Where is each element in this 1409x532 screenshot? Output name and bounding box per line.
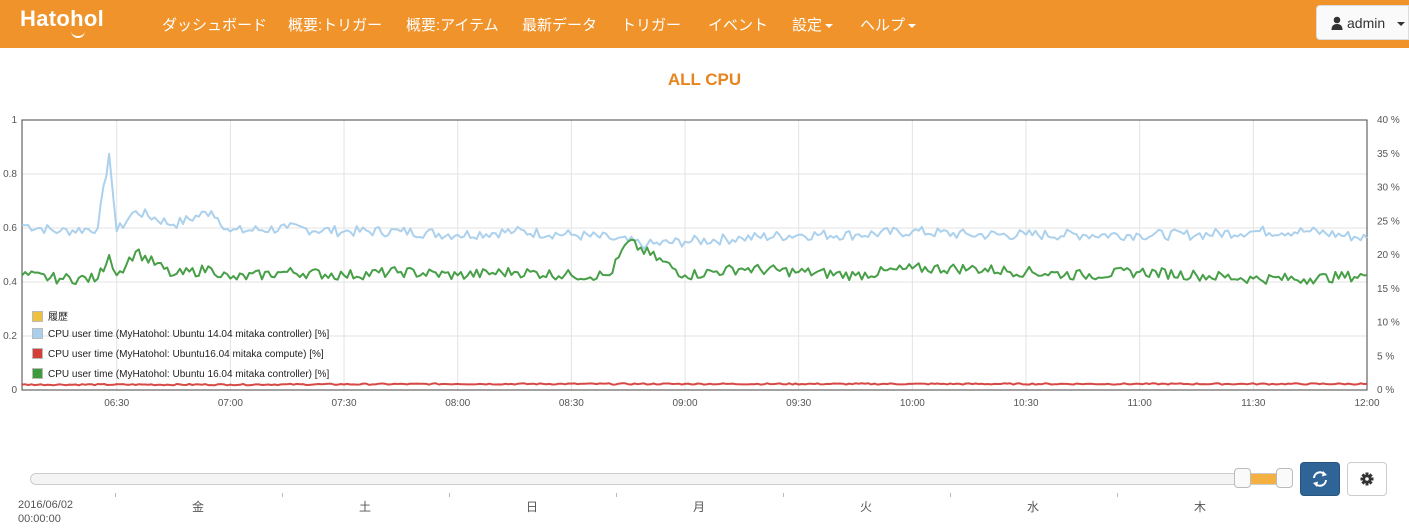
x-tick-label: 11:30	[1241, 398, 1266, 409]
timeline-start-date: 2016/06/02	[18, 499, 74, 511]
timeline-day-label: 金	[191, 500, 205, 514]
x-tick-label: 09:30	[786, 398, 811, 409]
timeline-tick	[783, 493, 784, 497]
nav-item-label: トリガー	[621, 17, 682, 34]
nav-item-label: 概要:アイテム	[406, 17, 499, 34]
chevron-down-icon	[908, 24, 917, 29]
legend-swatch	[32, 368, 43, 379]
x-tick-label: 09:00	[673, 398, 698, 409]
time-range-slider-track[interactable]	[30, 473, 1292, 485]
refresh-icon	[1313, 471, 1327, 487]
chevron-down-icon	[1397, 22, 1405, 26]
x-tick-label: 06:30	[104, 398, 129, 409]
brand-logo[interactable]: Hatohol	[20, 6, 104, 31]
gear-icon	[1360, 472, 1374, 486]
timeline-tick	[616, 493, 617, 497]
x-tick-label: 11:00	[1128, 398, 1153, 409]
y-left-tick-label: 0.2	[3, 331, 17, 342]
nav-item-label: 概要:トリガー	[288, 17, 383, 34]
nav-item-label: 設定	[792, 17, 823, 34]
nav-item-label: ダッシュボード	[162, 17, 268, 34]
x-tick-label: 10:00	[900, 398, 925, 409]
timeline-day-label: 土	[358, 500, 372, 514]
nav-item-events[interactable]: イベント	[708, 14, 768, 35]
nav-item-label: 最新データ	[522, 17, 598, 34]
timeline-tick	[449, 493, 450, 497]
brand-logo-smile	[71, 28, 85, 38]
y-left-tick-label: 1	[11, 115, 17, 126]
x-tick-label: 07:30	[332, 398, 357, 409]
y-left-tick-label: 0.4	[3, 277, 17, 288]
timeline-day-label: 水	[1026, 500, 1040, 514]
timeline-day-label: 木	[1193, 500, 1207, 514]
legend-swatch	[32, 311, 43, 322]
time-range-slider-selection[interactable]	[1243, 474, 1287, 484]
y-right-tick-label: 0 %	[1377, 385, 1394, 396]
legend-label: CPU user time (MyHatohol: Ubuntu16.04 mi…	[48, 349, 324, 360]
legend-label: CPU user time (MyHatohol: Ubuntu 16.04 m…	[48, 369, 330, 380]
x-tick-label: 08:00	[445, 398, 470, 409]
x-tick-label: 08:30	[559, 398, 584, 409]
legend-label: 履歴	[48, 312, 68, 323]
legend-item-controller-1404[interactable]: CPU user time (MyHatohol: Ubuntu 14.04 m…	[32, 328, 329, 340]
time-range-slider-end-handle[interactable]	[1276, 468, 1293, 488]
x-tick-label: 07:00	[218, 398, 243, 409]
top-navbar: Hatohol ダッシュボード 概要:トリガー 概要:アイテム 最新データ トリ…	[0, 0, 1409, 48]
user-icon	[1331, 16, 1343, 30]
legend-swatch	[32, 348, 43, 359]
timeline-start: 2016/06/02 00:00:00	[18, 498, 73, 526]
nav-item-help[interactable]: ヘルプ	[860, 14, 917, 35]
y-left-tick-label: 0	[11, 385, 17, 396]
timeline-day-label: 火	[859, 500, 873, 514]
y-right-tick-label: 30 %	[1377, 183, 1400, 194]
x-tick-label: 12:00	[1354, 398, 1379, 409]
user-menu-label: admin	[1347, 15, 1386, 31]
page-title: ALL CPU	[667, 70, 742, 89]
legend-swatch	[32, 328, 43, 339]
y-right-tick-label: 10 %	[1377, 318, 1400, 329]
timeline-tick	[115, 493, 116, 497]
timeline-day-label: 月	[692, 500, 706, 514]
time-range-slider-start-handle[interactable]	[1234, 468, 1251, 488]
y-right-tick-label: 40 %	[1377, 115, 1400, 126]
y-right-tick-label: 35 %	[1377, 149, 1400, 160]
series-line-1[interactable]	[21, 152, 1368, 250]
graph-settings-button[interactable]	[1347, 462, 1387, 496]
x-tick-label: 10:30	[1013, 398, 1038, 409]
refresh-button[interactable]	[1300, 462, 1340, 496]
legend-label: CPU user time (MyHatohol: Ubuntu 14.04 m…	[48, 329, 330, 340]
nav-item-trigger-overview[interactable]: 概要:トリガー	[288, 14, 382, 35]
y-right-tick-label: 25 %	[1377, 216, 1400, 227]
nav-item-latest-data[interactable]: 最新データ	[522, 14, 597, 35]
timeline-start-time: 00:00:00	[18, 513, 61, 525]
y-left-tick-label: 0.8	[3, 169, 17, 180]
timeline-tick	[1117, 493, 1118, 497]
nav-item-label: ヘルプ	[860, 17, 906, 34]
y-right-tick-label: 20 %	[1377, 250, 1400, 261]
plot-area-border	[21, 119, 1368, 391]
timeline-tick	[282, 493, 283, 497]
nav-item-settings[interactable]: 設定	[792, 14, 834, 35]
user-menu-button[interactable]: admin	[1316, 5, 1409, 40]
series-line-3[interactable]	[21, 238, 1368, 285]
nav-item-dashboard[interactable]: ダッシュボード	[162, 14, 267, 35]
legend-item-controller-1604[interactable]: CPU user time (MyHatohol: Ubuntu 16.04 m…	[32, 368, 329, 380]
cpu-line-chart[interactable]: 00.20.40.60.810 %5 %10 %15 %20 %25 %30 %…	[0, 100, 1409, 420]
legend-item-history[interactable]: 履歴	[32, 308, 68, 323]
nav-item-label: イベント	[708, 17, 769, 34]
y-right-tick-label: 5 %	[1377, 351, 1394, 362]
series-line-2[interactable]	[21, 382, 1368, 387]
legend-item-compute-1604[interactable]: CPU user time (MyHatohol: Ubuntu16.04 mi…	[32, 348, 324, 360]
nav-item-item-overview[interactable]: 概要:アイテム	[406, 14, 499, 35]
timeline-tick	[950, 493, 951, 497]
y-left-tick-label: 0.6	[3, 223, 17, 234]
timeline-day-label: 日	[525, 500, 539, 514]
chevron-down-icon	[825, 24, 834, 29]
nav-item-triggers[interactable]: トリガー	[621, 14, 681, 35]
y-right-tick-label: 15 %	[1377, 284, 1400, 295]
